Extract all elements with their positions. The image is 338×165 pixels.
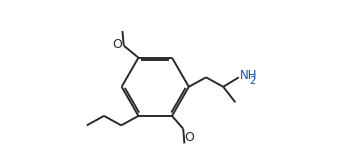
Text: 2: 2 [249,76,255,86]
Text: NH: NH [240,69,258,82]
Text: O: O [112,38,122,51]
Text: O: O [184,131,194,144]
